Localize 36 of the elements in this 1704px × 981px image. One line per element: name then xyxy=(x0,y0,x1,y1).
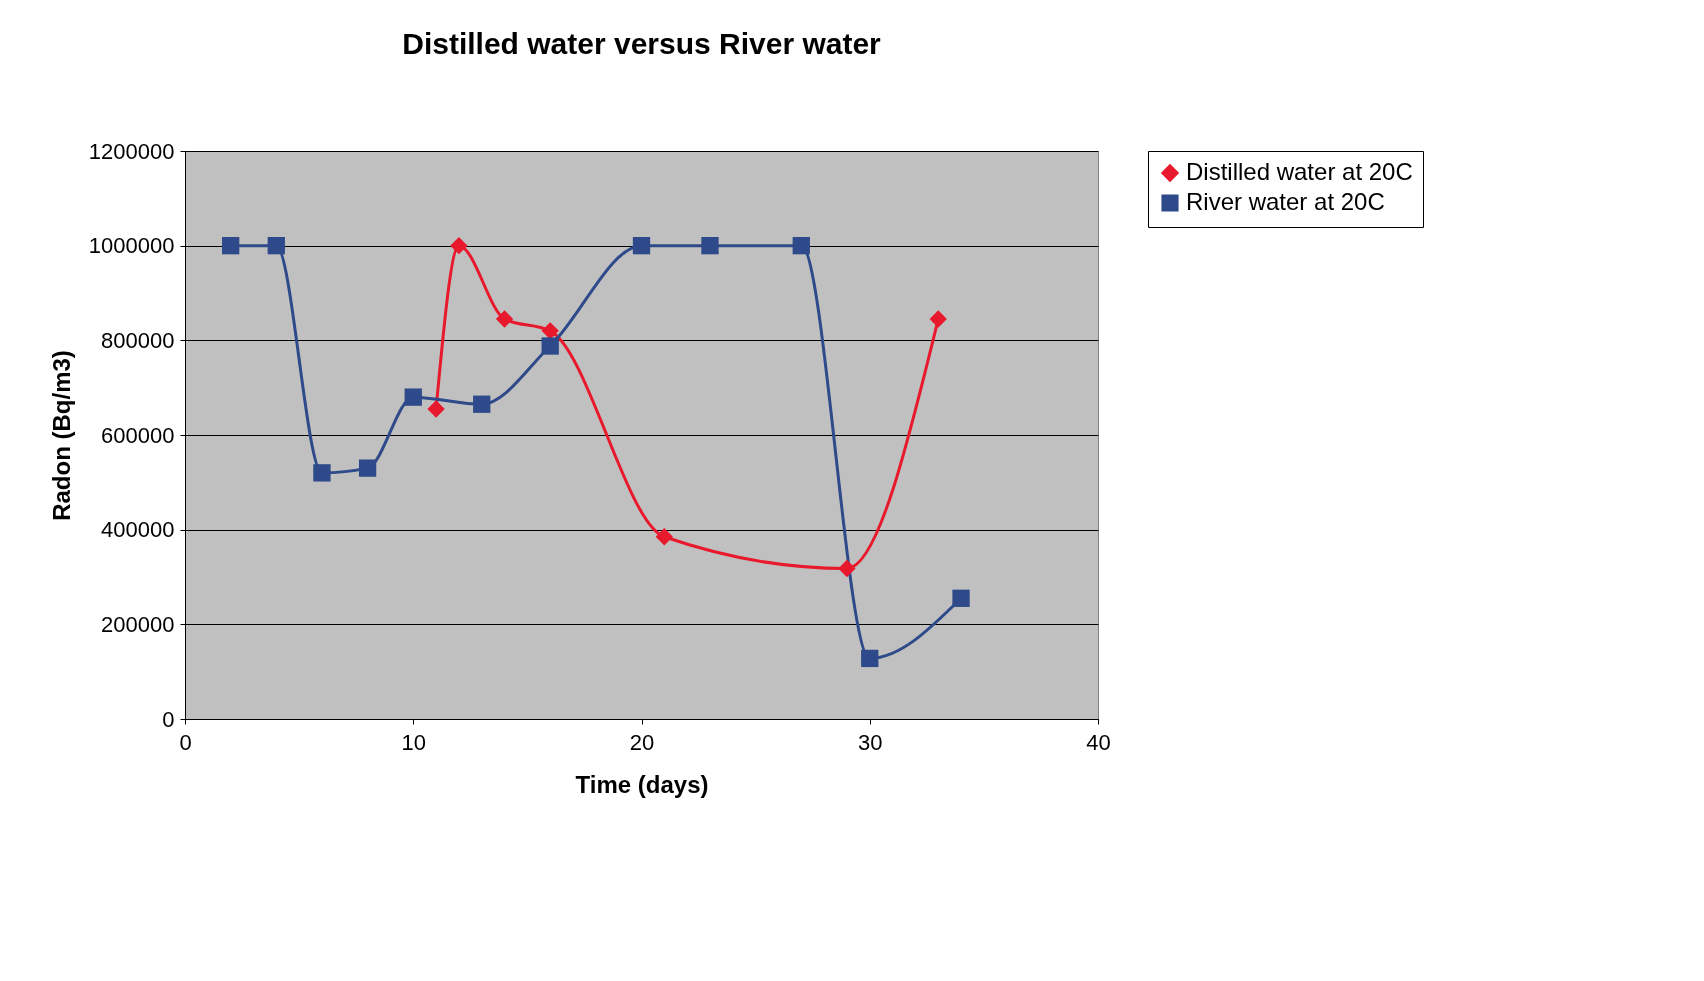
y-tick-label: 600000 xyxy=(101,422,175,448)
y-tick-label: 1000000 xyxy=(88,233,175,259)
point xyxy=(267,237,285,255)
x-tick-label: 20 xyxy=(629,729,655,755)
x-tick-label: 10 xyxy=(401,729,426,755)
y-tick-label: 800000 xyxy=(101,327,175,353)
point xyxy=(792,237,810,255)
point xyxy=(861,649,879,668)
point xyxy=(952,589,970,607)
point xyxy=(495,310,514,328)
y-axis-title: Radon (Bq/m3) xyxy=(47,350,75,521)
point xyxy=(473,395,491,413)
x-tick-label: 30 xyxy=(858,729,883,755)
point xyxy=(541,322,559,340)
legend-label: Distilled water at 20C xyxy=(1186,158,1413,185)
point xyxy=(838,559,856,578)
point xyxy=(313,464,331,482)
point xyxy=(221,237,240,255)
point xyxy=(655,528,673,546)
legend-label: River water at 20C xyxy=(1186,188,1385,215)
point xyxy=(541,337,559,355)
point xyxy=(929,310,947,328)
point xyxy=(632,237,651,255)
point xyxy=(427,400,445,418)
x-tick-label: 40 xyxy=(1086,729,1111,755)
point xyxy=(701,237,719,255)
y-tick-label: 0 xyxy=(162,706,175,732)
x-tick-label: 0 xyxy=(179,729,192,755)
y-tick-label: 400000 xyxy=(101,517,175,543)
point xyxy=(358,459,377,477)
y-tick-label: 1200000 xyxy=(88,138,175,164)
chart-title: Distilled water versus River water xyxy=(402,27,882,60)
point xyxy=(450,237,468,255)
y-tick-label: 200000 xyxy=(101,611,175,637)
point xyxy=(404,388,422,406)
x-axis-title: Time (days) xyxy=(575,770,709,798)
